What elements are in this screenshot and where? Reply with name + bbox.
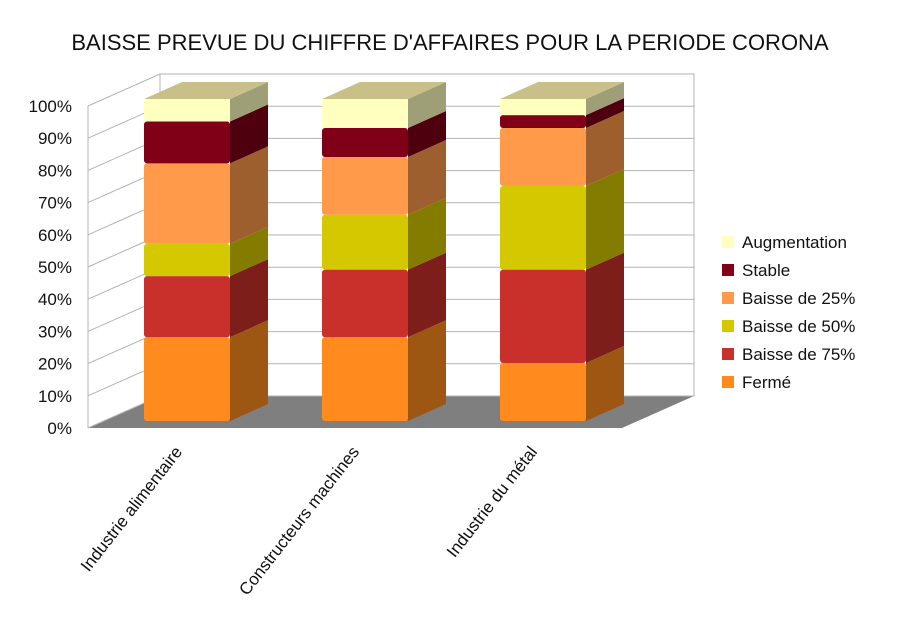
bar-front <box>500 127 586 186</box>
bar-side <box>230 104 268 164</box>
bar-side <box>408 197 446 270</box>
bar-industrie-du-metal-augmentation <box>500 82 624 116</box>
bar-front <box>322 156 408 215</box>
bar-front <box>500 269 586 364</box>
bar-front <box>322 214 408 270</box>
legend: Augmentation Stable Baisse de 25% Baisse de… <box>722 233 855 392</box>
bar-industrie-du-metal-baisse-de-25 <box>500 110 624 186</box>
legend-item-baisse-de-50: Baisse de 50% <box>722 317 855 336</box>
bar-side <box>408 139 446 215</box>
bar-side <box>408 110 446 157</box>
bar-side <box>586 168 624 270</box>
legend-label: Fermé <box>742 373 791 392</box>
bar-side <box>230 146 268 244</box>
bar-front <box>500 115 586 128</box>
legend-item-augmentation: Augmentation <box>722 233 847 252</box>
x-tick-label-industrie-du-metal: Industrie du métal <box>443 443 541 561</box>
y-tick-label: 30% <box>38 322 72 341</box>
bar-side <box>408 82 446 128</box>
legend-swatch <box>722 264 734 276</box>
bar-front <box>322 337 408 421</box>
bar-side <box>230 320 268 421</box>
bar-top <box>144 82 268 99</box>
bar-constructeurs-machines-augmentation <box>322 82 446 128</box>
bar-constructeurs-machines-stable <box>322 110 446 157</box>
bar-industrie-alimentaire-stable <box>144 104 268 164</box>
legend-swatch <box>722 236 734 248</box>
y-tick-label: 70% <box>38 194 72 213</box>
y-axis: 0% 10% 20% 30% 40% 50% 60% 70% 80% 90% 100% <box>29 97 72 438</box>
bar-front <box>322 127 408 157</box>
bar-side <box>230 82 268 122</box>
bar-side <box>230 259 268 338</box>
bar-side <box>586 82 624 116</box>
bar-side <box>586 98 624 128</box>
bar-front <box>144 163 230 244</box>
bar-front <box>144 337 230 421</box>
bar-constructeurs-machines-baisse-de-50 <box>322 197 446 270</box>
bar-side <box>230 226 268 277</box>
legend-item-stable: Stable <box>722 261 790 280</box>
legend-item-ferme: Fermé <box>722 373 791 392</box>
bar-front <box>500 363 586 421</box>
legend-label: Augmentation <box>742 233 847 252</box>
bar-side <box>408 320 446 421</box>
bar-front <box>144 99 230 122</box>
bars <box>144 82 624 421</box>
legend-label: Baisse de 25% <box>742 289 855 308</box>
bar-side <box>408 252 446 338</box>
legend-label: Baisse de 75% <box>742 345 855 364</box>
bar-industrie-alimentaire-baisse-de-75 <box>144 259 268 338</box>
legend-item-baisse-de-75: Baisse de 75% <box>722 345 855 364</box>
y-tick-label: 100% <box>29 97 72 116</box>
y-tick-label: 20% <box>38 355 72 374</box>
bar-industrie-du-metal-baisse-de-50 <box>500 168 624 270</box>
gridline-side <box>87 73 161 107</box>
bar-industrie-du-metal-stable <box>500 98 624 128</box>
bar-front <box>322 99 408 128</box>
bar-industrie-du-metal-baisse-de-75 <box>500 252 624 364</box>
legend-swatch <box>722 292 734 304</box>
bar-front <box>500 185 586 270</box>
bar-constructeurs-machines-baisse-de-25 <box>322 139 446 215</box>
y-tick-label: 10% <box>38 387 72 406</box>
y-tick-label: 50% <box>38 258 72 277</box>
x-tick-label-constructeurs-machines: Constructeurs machines <box>235 443 363 599</box>
y-tick-label: 80% <box>38 161 72 180</box>
bar-side <box>586 346 624 421</box>
y-tick-label: 0% <box>47 419 72 438</box>
bar-top <box>322 82 446 99</box>
legend-swatch <box>722 376 734 388</box>
legend-swatch <box>722 348 734 360</box>
bar-front <box>144 276 230 338</box>
bar-industrie-alimentaire-baisse-de-50 <box>144 226 268 277</box>
bar-front <box>500 99 586 116</box>
bar-constructeurs-machines-baisse-de-75 <box>322 252 446 338</box>
bar-front <box>322 269 408 338</box>
bar-side <box>586 252 624 364</box>
y-tick-label: 60% <box>38 226 72 245</box>
bar-stack-industrie-du-metal <box>500 82 624 421</box>
bar-stack-constructeurs-machines <box>322 82 446 421</box>
bar-industrie-alimentaire-augmentation <box>144 82 268 122</box>
legend-item-baisse-de-25: Baisse de 25% <box>722 289 855 308</box>
y-tick-label: 90% <box>38 129 72 148</box>
x-tick-label-industrie-alimentaire: Industrie alimentaire <box>77 443 186 575</box>
bar-side <box>586 110 624 186</box>
chart-title: BAISSE PREVUE DU CHIFFRE D'AFFAIRES POUR… <box>71 30 829 55</box>
legend-label: Baisse de 50% <box>742 317 855 336</box>
bar-industrie-du-metal-ferme <box>500 346 624 421</box>
bar-industrie-alimentaire-ferme <box>144 320 268 421</box>
y-tick-label: 40% <box>38 290 72 309</box>
legend-label: Stable <box>742 261 790 280</box>
legend-swatch <box>722 320 734 332</box>
bar-industrie-alimentaire-baisse-de-25 <box>144 146 268 244</box>
x-axis: Industrie alimentaire Constructeurs machi… <box>77 443 541 599</box>
bar-constructeurs-machines-ferme <box>322 320 446 421</box>
bar-front <box>144 243 230 277</box>
bar-top <box>500 82 624 99</box>
bar-stack-industrie-alimentaire <box>144 82 268 421</box>
bar-front <box>144 121 230 164</box>
